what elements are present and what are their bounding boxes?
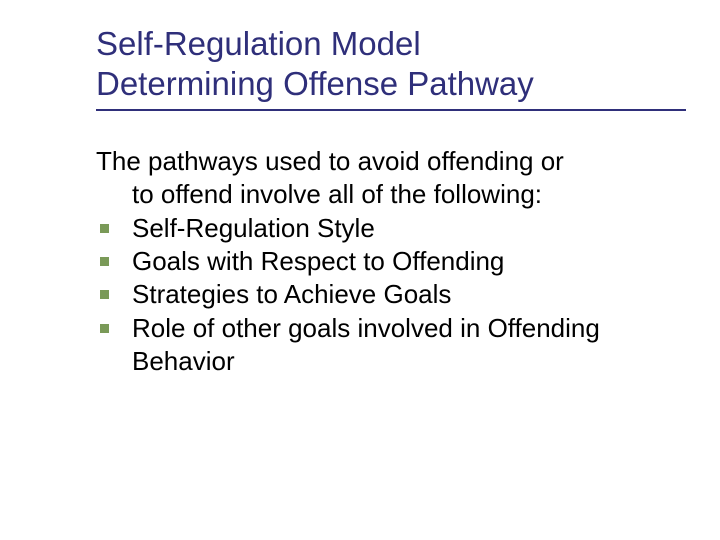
title-line-1: Self-Regulation Model: [96, 25, 421, 62]
bullet-square-icon: [100, 257, 109, 266]
intro-line-2: to offend involve all of the following:: [96, 178, 680, 211]
bullet-text: Strategies to Achieve Goals: [132, 279, 451, 309]
bullet-list: Self-Regulation Style Goals with Respect…: [96, 212, 680, 378]
slide: Self-Regulation Model Determining Offens…: [0, 0, 720, 540]
list-item: Goals with Respect to Offending: [96, 245, 680, 278]
list-item: Strategies to Achieve Goals: [96, 278, 680, 311]
title-underline: [96, 109, 686, 111]
intro-text: The pathways used to avoid offending or …: [96, 145, 680, 212]
list-item: Role of other goals involved in Offendin…: [96, 312, 680, 379]
title-line-2: Determining Offense Pathway: [96, 65, 534, 102]
bullet-square-icon: [100, 224, 109, 233]
bullet-text: Self-Regulation Style: [132, 213, 375, 243]
bullet-square-icon: [100, 290, 109, 299]
slide-title: Self-Regulation Model Determining Offens…: [96, 24, 680, 103]
intro-line-1: The pathways used to avoid offending or: [96, 146, 564, 176]
bullet-text: Goals with Respect to Offending: [132, 246, 504, 276]
list-item: Self-Regulation Style: [96, 212, 680, 245]
bullet-text-line-1: Role of other goals involved in: [132, 313, 480, 343]
bullet-square-icon: [100, 324, 109, 333]
slide-body: The pathways used to avoid offending or …: [96, 145, 680, 378]
